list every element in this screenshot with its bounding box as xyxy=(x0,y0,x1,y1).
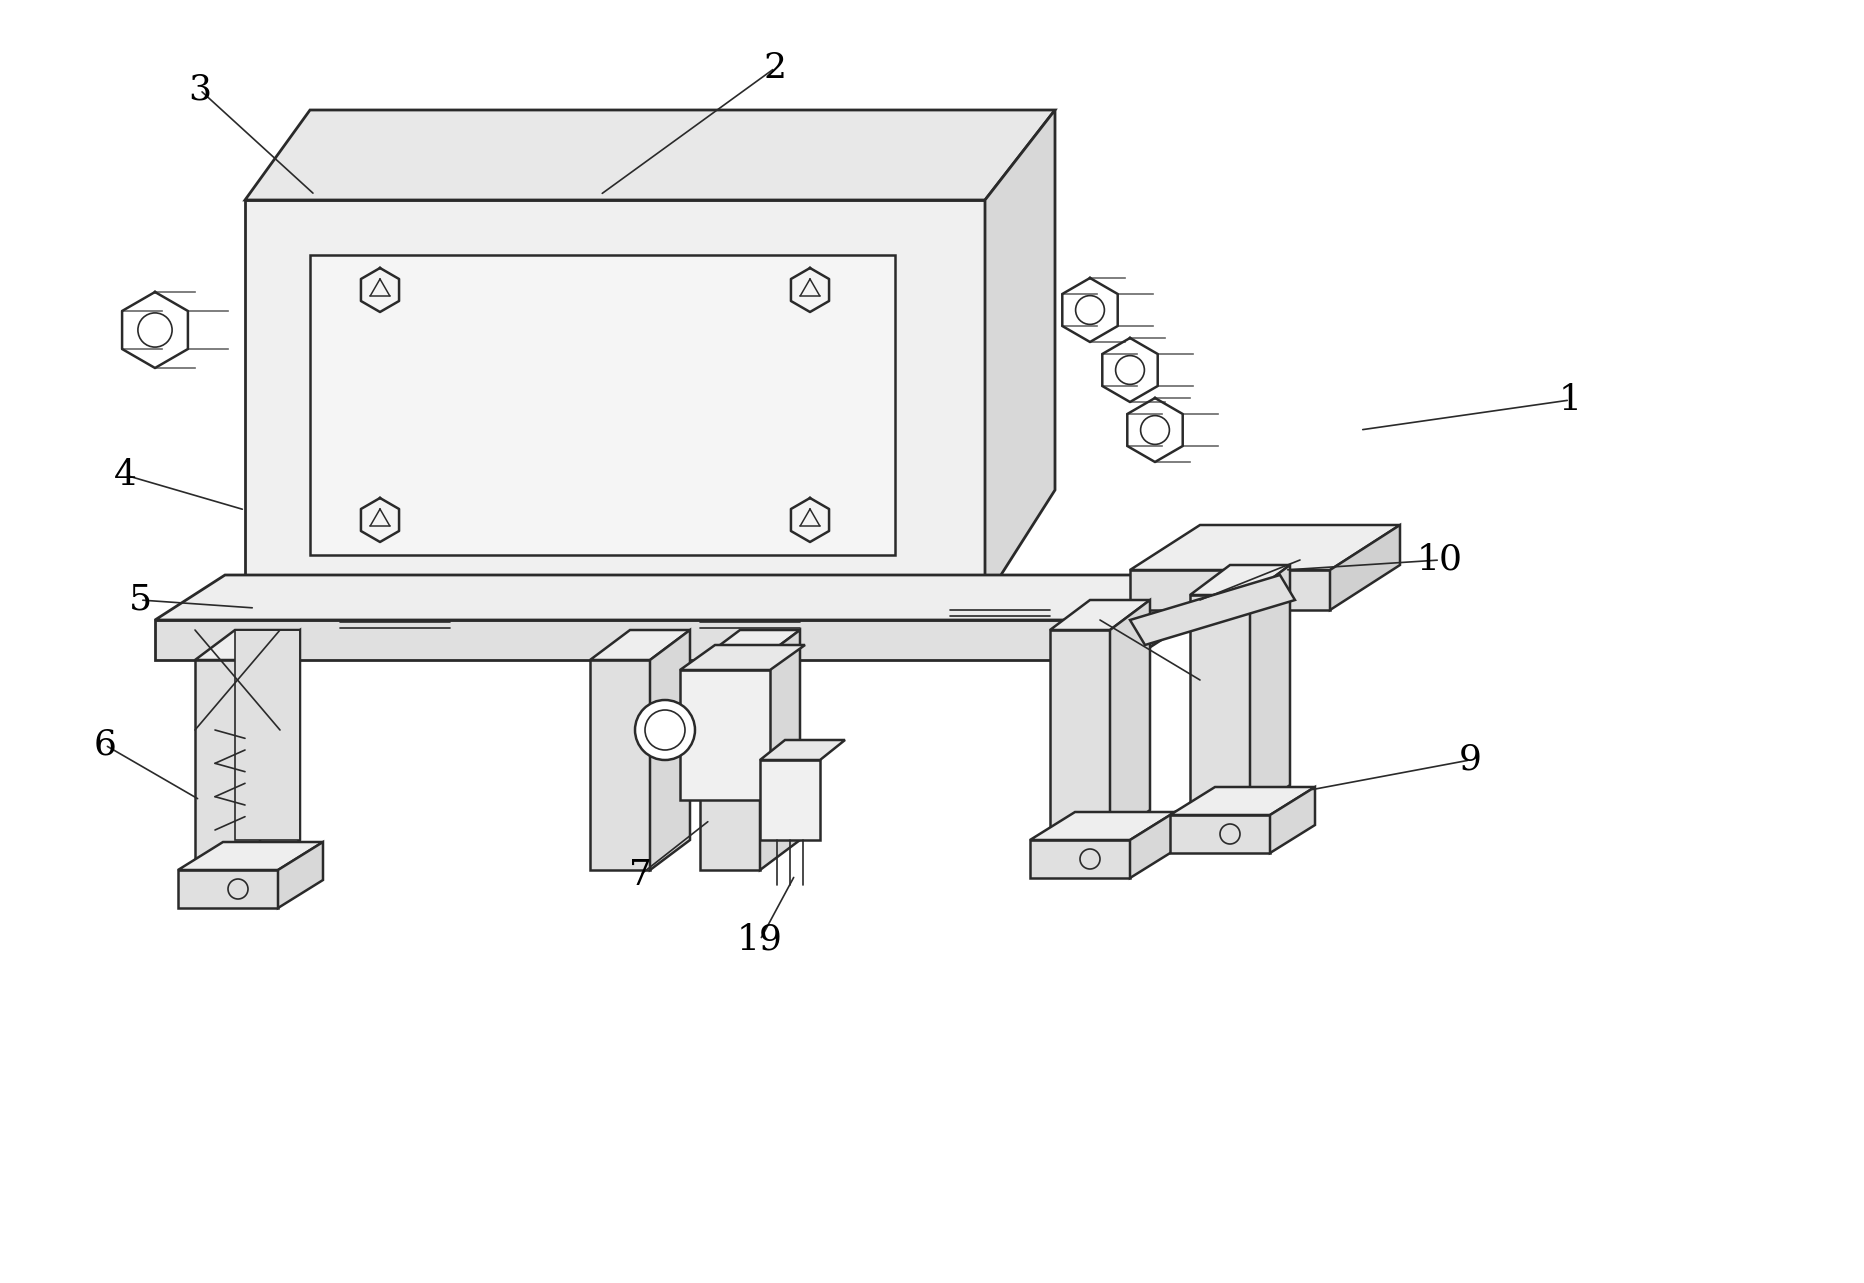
Polygon shape xyxy=(651,630,690,870)
Polygon shape xyxy=(1029,840,1130,878)
Circle shape xyxy=(1076,295,1103,325)
Polygon shape xyxy=(177,870,278,908)
Polygon shape xyxy=(309,255,895,556)
Text: 3: 3 xyxy=(188,73,211,106)
Polygon shape xyxy=(1130,575,1199,659)
Polygon shape xyxy=(235,630,300,840)
Polygon shape xyxy=(1269,786,1314,853)
Polygon shape xyxy=(1029,812,1174,840)
Polygon shape xyxy=(699,630,800,659)
Polygon shape xyxy=(680,645,805,670)
Polygon shape xyxy=(196,659,259,870)
Text: 1: 1 xyxy=(1558,384,1581,417)
Polygon shape xyxy=(1169,815,1269,853)
Text: 19: 19 xyxy=(736,922,783,957)
Circle shape xyxy=(634,701,695,760)
Polygon shape xyxy=(196,630,300,659)
Polygon shape xyxy=(259,630,300,870)
Text: 2: 2 xyxy=(762,51,787,85)
Polygon shape xyxy=(680,670,770,801)
Text: 4: 4 xyxy=(114,458,136,491)
Polygon shape xyxy=(1049,630,1109,840)
Circle shape xyxy=(138,313,171,348)
Polygon shape xyxy=(984,110,1055,600)
Polygon shape xyxy=(589,630,690,659)
Polygon shape xyxy=(177,842,322,870)
Polygon shape xyxy=(1169,786,1314,815)
Polygon shape xyxy=(244,110,1055,200)
Text: 7: 7 xyxy=(628,858,651,892)
Text: 9: 9 xyxy=(1458,743,1480,777)
Polygon shape xyxy=(1130,575,1294,645)
Polygon shape xyxy=(699,659,761,870)
Polygon shape xyxy=(1049,600,1150,630)
Circle shape xyxy=(645,709,684,751)
Polygon shape xyxy=(278,842,322,908)
Polygon shape xyxy=(1189,565,1290,595)
Polygon shape xyxy=(155,620,1130,659)
Text: 10: 10 xyxy=(1417,543,1461,577)
Polygon shape xyxy=(589,659,651,870)
Text: 5: 5 xyxy=(129,582,151,617)
Polygon shape xyxy=(244,200,984,600)
Polygon shape xyxy=(1130,812,1174,878)
Polygon shape xyxy=(155,575,1199,620)
Circle shape xyxy=(1141,416,1169,444)
Polygon shape xyxy=(761,760,820,840)
Polygon shape xyxy=(1130,525,1400,570)
Polygon shape xyxy=(1189,595,1249,815)
Polygon shape xyxy=(1249,565,1290,815)
Polygon shape xyxy=(1109,600,1150,840)
Text: 6: 6 xyxy=(93,727,116,762)
Polygon shape xyxy=(1130,570,1329,609)
Polygon shape xyxy=(761,630,800,870)
Circle shape xyxy=(1115,355,1144,385)
Polygon shape xyxy=(761,740,844,760)
Polygon shape xyxy=(1329,525,1400,609)
